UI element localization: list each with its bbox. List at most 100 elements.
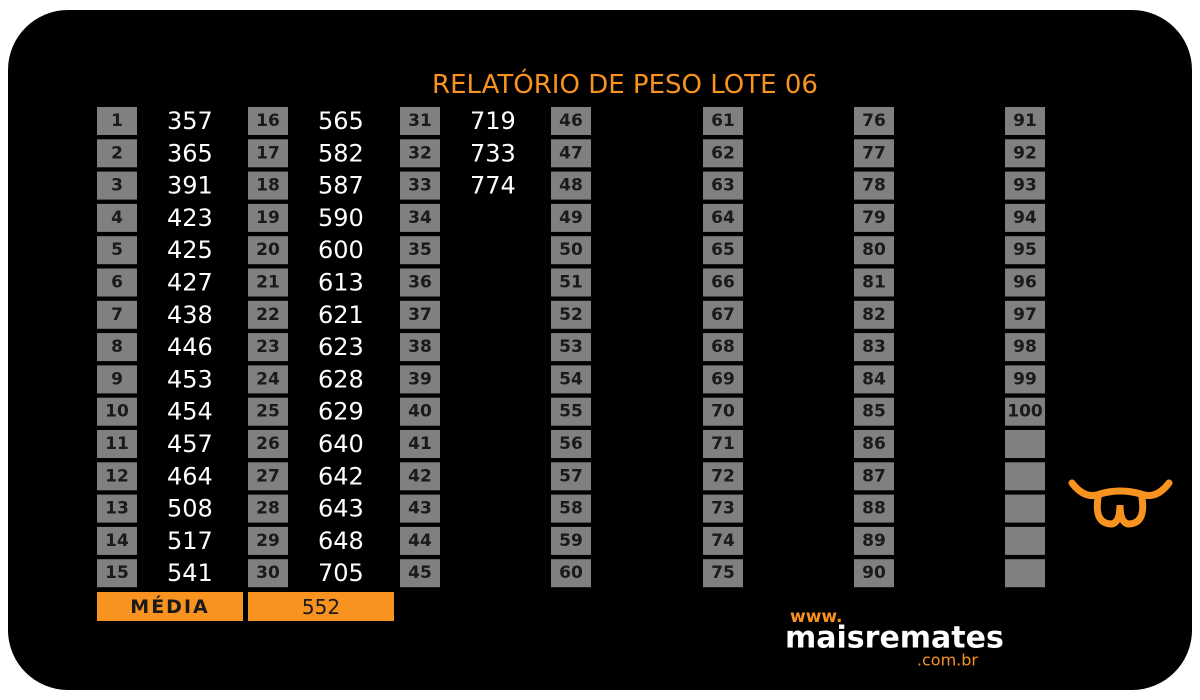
animal-number: 45	[408, 563, 432, 583]
animal-number: 21	[256, 273, 280, 293]
animal-number: 42	[408, 466, 432, 486]
number-box	[551, 236, 591, 265]
number-box	[400, 526, 440, 555]
animal-number: 37	[408, 305, 432, 325]
animal-number: 38	[408, 337, 432, 357]
animal-number: 96	[1013, 273, 1037, 293]
weight: 642	[318, 462, 364, 490]
animal-number: 51	[559, 273, 583, 293]
number-box	[703, 494, 743, 523]
number-box	[400, 203, 440, 232]
animal-number: 62	[711, 143, 735, 163]
number-box	[703, 559, 743, 588]
number-box	[703, 365, 743, 394]
number-box	[854, 139, 894, 168]
number-box	[703, 171, 743, 200]
number-box	[551, 397, 591, 426]
number-box	[1005, 365, 1045, 394]
animal-number: 70	[711, 402, 735, 422]
weight: 613	[318, 269, 364, 297]
number-box	[854, 203, 894, 232]
weight: 587	[318, 172, 364, 200]
animal-number: 35	[408, 240, 432, 260]
animal-number: 87	[862, 466, 886, 486]
animal-number: 98	[1013, 337, 1037, 357]
number-box	[703, 203, 743, 232]
number-box	[400, 365, 440, 394]
weight: 517	[167, 527, 213, 555]
animal-number: 5	[111, 240, 123, 260]
number-box	[854, 236, 894, 265]
weight: 719	[470, 107, 516, 135]
animal-number: 82	[862, 305, 886, 325]
animal-number: 50	[559, 240, 583, 260]
number-box	[97, 526, 137, 555]
weight: 427	[167, 269, 213, 297]
animal-number: 20	[256, 240, 280, 260]
animal-number: 15	[105, 563, 129, 583]
animal-number: 34	[408, 208, 432, 228]
animal-number: 94	[1013, 208, 1037, 228]
number-box	[1005, 236, 1045, 265]
weight: 582	[318, 139, 364, 167]
number-box	[248, 559, 288, 588]
animal-number: 30	[256, 563, 280, 583]
number-box	[1005, 300, 1045, 329]
number-box	[854, 300, 894, 329]
number-box	[248, 526, 288, 555]
number-box	[97, 462, 137, 491]
animal-number: 12	[105, 466, 129, 486]
animal-number: 47	[559, 143, 583, 163]
number-box	[551, 494, 591, 523]
weight: 643	[318, 495, 364, 523]
number-box	[703, 139, 743, 168]
number-box	[400, 107, 440, 135]
number-box	[248, 203, 288, 232]
animal-number: 77	[862, 143, 886, 163]
number-box	[248, 365, 288, 394]
animal-number: 49	[559, 208, 583, 228]
number-box	[248, 333, 288, 362]
animal-number: 46	[559, 111, 583, 131]
animal-number: 63	[711, 176, 735, 196]
number-box	[248, 171, 288, 200]
weight: 629	[318, 398, 364, 426]
number-box	[400, 430, 440, 458]
animal-number: 11	[105, 434, 129, 454]
animal-number: 48	[559, 176, 583, 196]
weight: 357	[167, 107, 213, 135]
number-box	[248, 397, 288, 426]
animal-number: 60	[559, 563, 583, 583]
number-box	[248, 430, 288, 458]
average-value: 552	[302, 595, 340, 619]
number-box	[1005, 139, 1045, 168]
empty-box	[1005, 559, 1045, 588]
animal-number: 66	[711, 273, 735, 293]
number-box	[854, 559, 894, 588]
number-box	[400, 462, 440, 491]
animal-number: 61	[711, 111, 735, 131]
number-box	[1005, 107, 1045, 135]
animal-number: 85	[862, 402, 886, 422]
animal-number: 33	[408, 176, 432, 196]
animal-number: 54	[559, 369, 583, 389]
number-box	[400, 268, 440, 297]
animal-number: 75	[711, 563, 735, 583]
weight: 733	[470, 139, 516, 167]
animal-number: 16	[256, 111, 280, 131]
animal-number: 4	[111, 208, 123, 228]
number-box	[551, 203, 591, 232]
number-box	[854, 494, 894, 523]
number-box	[854, 365, 894, 394]
animal-number: 86	[862, 434, 886, 454]
animal-number: 97	[1013, 305, 1037, 325]
number-box	[854, 462, 894, 491]
animal-number: 40	[408, 402, 432, 422]
animal-number: 74	[711, 531, 735, 551]
animal-number: 23	[256, 337, 280, 357]
number-box	[400, 494, 440, 523]
number-box	[703, 526, 743, 555]
animal-number: 32	[408, 143, 432, 163]
animal-number: 43	[408, 499, 432, 519]
